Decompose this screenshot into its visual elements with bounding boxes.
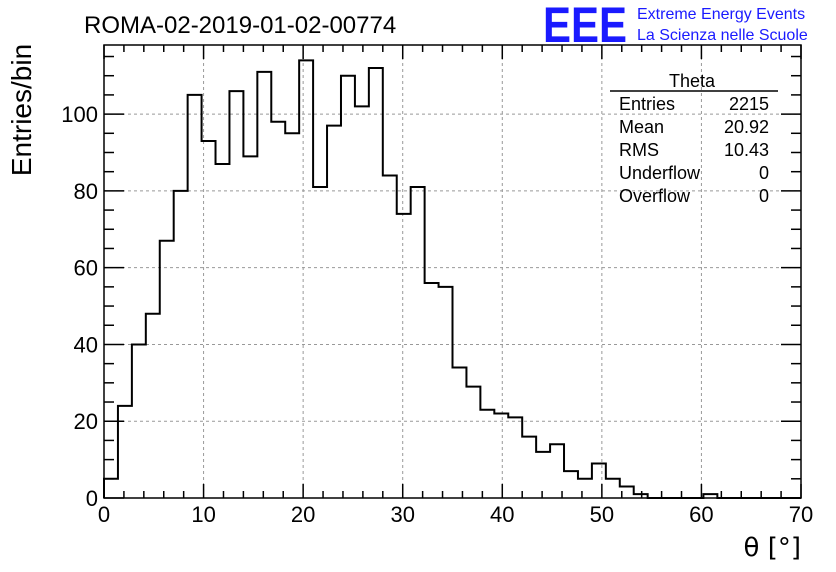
- histogram-bin: [327, 126, 341, 498]
- x-axis-label: θ [°]: [744, 533, 801, 563]
- stats-title: Theta: [669, 71, 716, 91]
- plot-frame: [103, 44, 802, 499]
- x-tick-label: 40: [490, 502, 514, 527]
- histogram-bin: [453, 367, 467, 498]
- chart-title: ROMA-02-2019-01-02-00774: [84, 12, 396, 39]
- x-tick-label: 60: [689, 502, 713, 527]
- tick-labels: 0 10 20 30 40 50 60 70 0 20 40 60 80 100: [61, 102, 813, 527]
- stats-value: 20.92: [724, 117, 769, 137]
- y-tick-label: 60: [74, 256, 98, 281]
- histogram-bin: [411, 187, 425, 498]
- stats-label: Overflow: [619, 186, 691, 206]
- stats-label: Underflow: [619, 163, 701, 183]
- histogram-bin: [369, 68, 383, 498]
- eee-logo: EEE: [543, 0, 627, 53]
- histogram-bin: [174, 191, 188, 498]
- stats-value: 2215: [729, 94, 769, 114]
- histogram-bin: [578, 479, 592, 498]
- histogram-bin: [132, 344, 146, 498]
- stats-label: Entries: [619, 94, 675, 114]
- histogram-bin: [564, 471, 578, 498]
- histogram-bin: [271, 122, 285, 498]
- logo-line-1: Extreme Energy Events: [637, 6, 805, 23]
- histogram-bin: [188, 95, 202, 498]
- y-tick-label: 100: [61, 102, 98, 127]
- histogram-bin: [508, 417, 522, 498]
- histogram-bin: [285, 133, 299, 498]
- axis-ticks: [103, 45, 802, 499]
- histogram-bin: [522, 437, 536, 498]
- stats-value: 10.43: [724, 140, 769, 160]
- histogram-bin: [299, 60, 313, 498]
- histogram-bin: [466, 387, 480, 498]
- histogram-bin: [383, 176, 397, 498]
- stats-rows: Entries 2215 Mean 20.92 RMS 10.43 Underflow 0 Ov…: [619, 94, 769, 206]
- x-tick-label: 50: [590, 502, 614, 527]
- histogram-bin: [425, 283, 439, 498]
- histogram-bin: [536, 452, 550, 498]
- x-tick-label: 0: [98, 502, 110, 527]
- y-axis-label: Entries/bin: [6, 44, 37, 176]
- y-tick-label: 0: [86, 486, 98, 511]
- histogram-bin: [146, 314, 160, 498]
- stats-value: 0: [759, 186, 769, 206]
- stats-label: Mean: [619, 117, 664, 137]
- histogram-bin: [355, 106, 369, 498]
- stats-label: RMS: [619, 140, 659, 160]
- histogram-bin: [229, 91, 243, 498]
- histogram-bin: [592, 463, 606, 498]
- x-tick-label: 70: [789, 502, 813, 527]
- histogram-bin: [494, 414, 508, 498]
- histogram-bin: [606, 479, 620, 498]
- logo-line-2: La Scienza nelle Scuole: [637, 27, 808, 44]
- y-tick-label: 20: [74, 409, 98, 434]
- histogram-bin: [202, 141, 216, 498]
- histogram-bin: [104, 479, 118, 498]
- histogram-bin: [160, 241, 174, 498]
- histogram-bin: [118, 406, 132, 498]
- histogram-bin: [341, 76, 355, 498]
- x-tick-label: 30: [390, 502, 414, 527]
- histogram-bin: [397, 214, 411, 498]
- x-tick-label: 20: [291, 502, 315, 527]
- y-tick-label: 80: [74, 179, 98, 204]
- histogram-bin: [480, 410, 494, 498]
- y-tick-label: 40: [74, 332, 98, 357]
- stats-box: Theta Entries 2215 Mean 20.92 RMS 10.43 Underf…: [610, 71, 778, 206]
- histogram-bin: [439, 287, 453, 498]
- histogram-bin: [243, 156, 257, 498]
- histogram-bin: [313, 187, 327, 498]
- histogram-outline: [103, 59, 801, 499]
- histogram-bin: [216, 164, 230, 498]
- grid-lines: [104, 45, 801, 498]
- histogram-bin: [550, 444, 564, 498]
- x-tick-label: 10: [191, 502, 215, 527]
- stats-value: 0: [759, 163, 769, 183]
- histogram-bin: [257, 72, 271, 498]
